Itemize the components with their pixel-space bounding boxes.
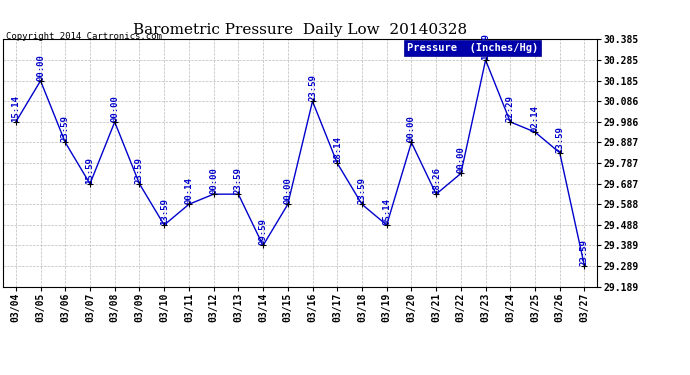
Text: 19:59: 19:59 — [481, 33, 490, 60]
Text: 15:59: 15:59 — [86, 157, 95, 184]
Text: 09:59: 09:59 — [259, 219, 268, 246]
Text: 00:00: 00:00 — [407, 116, 416, 142]
Text: Pressure  (Inches/Hg): Pressure (Inches/Hg) — [407, 43, 538, 53]
Text: 00:00: 00:00 — [284, 177, 293, 204]
Text: 23:59: 23:59 — [357, 177, 366, 204]
Text: 00:00: 00:00 — [110, 95, 119, 122]
Text: 23:59: 23:59 — [555, 126, 564, 153]
Text: Copyright 2014 Cartronics.com: Copyright 2014 Cartronics.com — [6, 32, 161, 41]
Text: 23:59: 23:59 — [234, 167, 243, 194]
Text: 23:59: 23:59 — [61, 116, 70, 142]
Text: 18:26: 18:26 — [432, 167, 441, 194]
Text: 00:14: 00:14 — [184, 177, 193, 204]
Title: Barometric Pressure  Daily Low  20140328: Barometric Pressure Daily Low 20140328 — [133, 23, 467, 37]
Text: 00:00: 00:00 — [209, 167, 218, 194]
Text: 05:14: 05:14 — [382, 198, 391, 225]
Text: 23:59: 23:59 — [580, 239, 589, 266]
Text: 00:00: 00:00 — [36, 54, 45, 81]
Text: 00:00: 00:00 — [456, 147, 465, 174]
Text: 22:29: 22:29 — [506, 95, 515, 122]
Text: 02:14: 02:14 — [531, 105, 540, 132]
Text: 23:59: 23:59 — [308, 74, 317, 101]
Text: 15:14: 15:14 — [11, 95, 20, 122]
Text: 18:14: 18:14 — [333, 136, 342, 163]
Text: 23:59: 23:59 — [135, 157, 144, 184]
Text: 13:59: 13:59 — [159, 198, 168, 225]
